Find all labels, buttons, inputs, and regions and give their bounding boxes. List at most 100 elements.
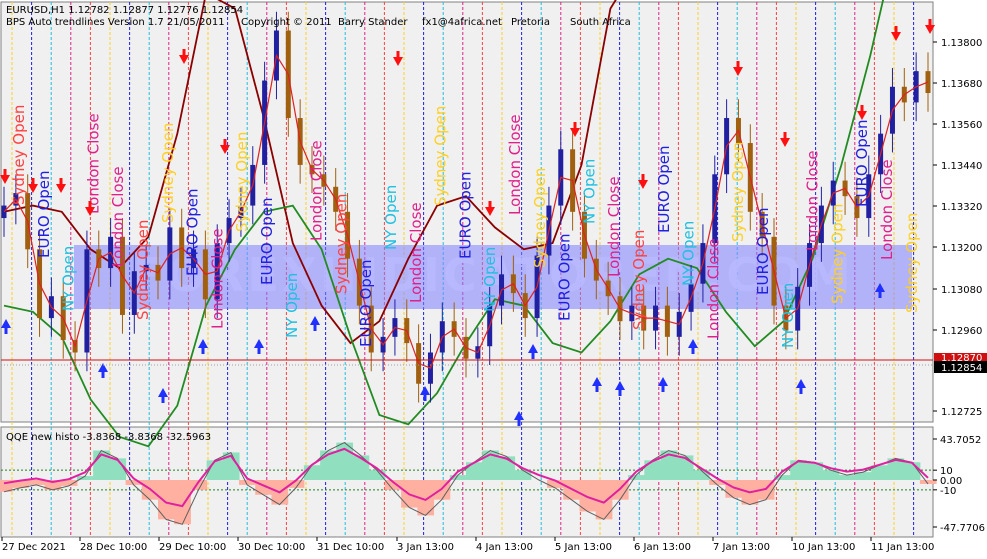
histogram-bar — [514, 470, 532, 481]
session-label: NY Open — [779, 283, 797, 348]
up-arrow — [98, 363, 108, 378]
histogram-bar — [709, 480, 726, 485]
histogram-bar — [774, 475, 791, 481]
indicator-tick-label: 43.7052 — [940, 435, 981, 446]
histogram-bar — [60, 480, 78, 486]
down-arrow — [179, 49, 189, 64]
up-arrow — [658, 377, 668, 392]
qqe-fast-line — [3, 442, 929, 525]
histogram-bar — [628, 475, 645, 481]
price-axis: 1.13800 1.13680 1.13560 1.13440 1.13320 1.132… — [933, 38, 987, 418]
histogram-bar — [547, 480, 564, 488]
session-label: Sydney Open — [159, 123, 177, 223]
down-arrow — [733, 61, 743, 76]
indicator-title: QQE new histo -3.8368 -3.8368 -32.5963 — [6, 432, 211, 443]
histogram-bar — [579, 480, 597, 512]
price-tick-label: 1.13200 — [941, 243, 982, 254]
session-label: London Close — [308, 140, 326, 241]
credit-text: Pretoria — [511, 17, 550, 28]
current-price-box — [934, 361, 987, 373]
session-label: Sydney Open — [10, 105, 28, 205]
session-label: Sydney Open — [332, 194, 350, 294]
price-tick-label: 1.13440 — [941, 161, 982, 172]
histogram-bar — [44, 480, 62, 490]
histogram-bar — [449, 475, 467, 481]
price-tick-label: 1.12960 — [941, 326, 982, 337]
current-price-label: 1.12854 — [941, 363, 982, 374]
histogram-bar — [28, 480, 46, 485]
session-labels: Sydney Open EURO Open NY Open London Close L… — [10, 105, 921, 348]
time-tick-label: 31 Dec 10:00 — [317, 542, 384, 553]
histogram-bar — [384, 480, 402, 490]
session-label: EURO Open — [853, 119, 871, 207]
price-tick-label: 1.12725 — [941, 407, 982, 418]
down-arrow — [220, 139, 230, 154]
up-arrow — [688, 339, 698, 354]
up-arrow — [875, 283, 885, 298]
down-arrow — [857, 105, 867, 120]
histogram-bar — [368, 470, 386, 481]
session-label: Sydney Open — [531, 168, 549, 268]
histogram-bar — [222, 452, 240, 481]
up-arrow — [310, 316, 320, 331]
down-arrow — [638, 174, 648, 189]
time-tick-label: 6 Jan 13:00 — [634, 542, 691, 553]
session-label: EURO Open — [357, 259, 375, 347]
indicator-credit: BPS Auto trendlines Version 1.7 21/05/20… — [6, 17, 631, 28]
histogram-bar — [838, 475, 856, 481]
down-arrow — [28, 178, 38, 193]
histogram-bar — [482, 450, 499, 481]
qqe-slow-line — [3, 447, 929, 508]
price-tick-label: 1.13560 — [941, 120, 982, 131]
session-label: Sydney Open — [630, 230, 648, 330]
histogram-bar — [466, 462, 483, 481]
session-label: Sydney Open — [134, 220, 152, 320]
session-label: EURO Open — [655, 145, 673, 233]
session-label: EURO Open — [456, 171, 474, 259]
session-label: Sydney Open — [729, 142, 747, 242]
indicator-tick-label: 10 — [940, 466, 953, 477]
down-arrow — [56, 178, 66, 193]
session-label: London Close — [878, 159, 896, 260]
session-label: London Close — [407, 202, 425, 303]
histogram-bar — [158, 480, 175, 520]
up-arrow — [514, 411, 524, 426]
price-tick-label: 1.13680 — [941, 79, 982, 90]
histogram-bar — [822, 470, 840, 481]
indicator-tick-label: -10 — [940, 486, 956, 497]
down-arrow — [85, 201, 95, 216]
time-tick-label: 3 Jan 13:00 — [397, 542, 454, 553]
candle-body — [1, 205, 7, 219]
signal-line — [3, 53, 929, 369]
histogram-bar — [887, 458, 905, 481]
up-arrow — [528, 344, 538, 359]
session-label: Sydney Open — [828, 204, 846, 304]
histogram-bar — [174, 480, 191, 525]
session-label: London Close — [109, 166, 127, 267]
session-label: EURO Open — [184, 188, 202, 276]
credit-text: Barry Stander — [338, 17, 408, 28]
indicator-tick-label: -47.7706 — [940, 523, 985, 534]
time-tick-label: 11 Jan 13:00 — [871, 542, 934, 553]
histogram-bar — [595, 480, 613, 520]
bid-price-label: 1.12870 — [941, 353, 982, 364]
histogram-bar — [919, 480, 937, 484]
session-label: NY Open — [382, 185, 400, 250]
session-label: Sydney Open — [432, 106, 450, 206]
session-label: Sydney Open — [903, 213, 921, 313]
upper-band — [3, 0, 617, 345]
up-arrow — [796, 379, 806, 394]
time-tick-label: 29 Dec 10:00 — [159, 542, 226, 553]
time-tick-label: 4 Jan 13:00 — [476, 542, 533, 553]
session-label: London Close — [605, 176, 623, 277]
price-tick-label: 1.13800 — [941, 38, 982, 49]
histogram-bar — [190, 480, 208, 490]
session-label: London Close — [208, 228, 226, 329]
histogram-bar — [871, 465, 888, 481]
up-arrow — [254, 339, 264, 354]
credit-text: South Africa — [570, 17, 631, 28]
bid-price-box — [934, 353, 987, 363]
up-arrow — [158, 388, 168, 403]
